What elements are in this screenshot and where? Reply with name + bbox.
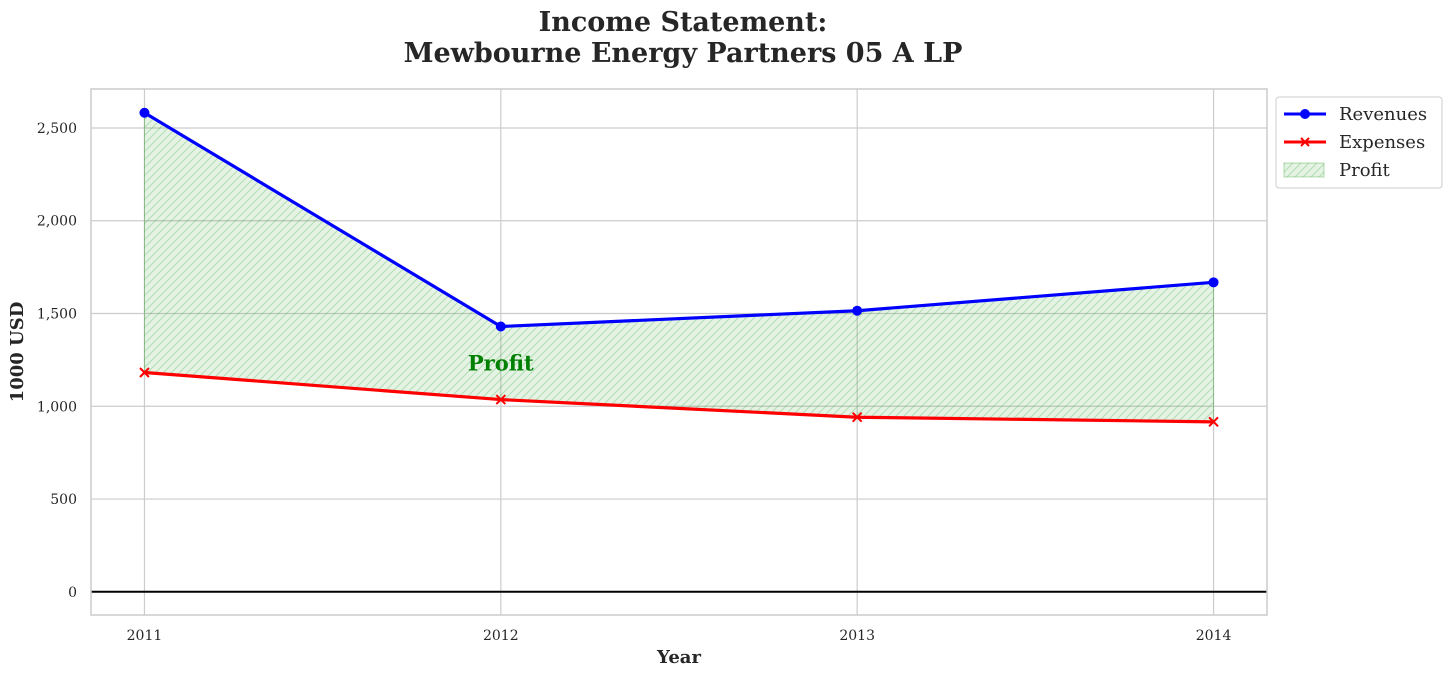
expenses-point <box>495 394 507 405</box>
expenses-line <box>142 370 1216 424</box>
marker-layer <box>139 107 1219 428</box>
y-tick-label: 0 <box>68 585 77 601</box>
x-tick-label: 2011 <box>127 628 163 644</box>
legend-expenses-label: Expenses <box>1339 132 1425 153</box>
x-tick-label: 2012 <box>483 628 519 644</box>
revenues-point <box>495 321 506 332</box>
profit-area <box>143 111 1215 423</box>
revenues-point <box>1208 277 1219 288</box>
legend-entry-profit: Profit <box>1283 160 1391 181</box>
chart-title: Income Statement: <box>539 7 828 38</box>
expenses-point <box>139 367 150 378</box>
expenses-point <box>851 412 863 423</box>
revenues-line <box>142 111 1216 329</box>
profit-fill-layer <box>143 111 1215 423</box>
x-axis-label: Year <box>656 647 701 668</box>
legend-expenses-marker <box>1300 137 1310 147</box>
y-axis-label: 1000 USD <box>7 302 28 403</box>
revenues-point <box>139 107 150 118</box>
legend: Revenues Expenses Profit <box>1275 96 1443 189</box>
legend-profit-swatch <box>1283 162 1325 178</box>
legend-entry-revenues: Revenues <box>1284 104 1427 125</box>
series-layer <box>142 111 1216 424</box>
tick-label-layer: 0 500 1,000 1,500 2,000 2,500 2011 2012 2013 2014 <box>37 121 1232 644</box>
plot-frame-layer <box>90 88 1268 616</box>
y-tick-label: 2,000 <box>37 214 77 230</box>
y-tick-label: 500 <box>50 492 77 508</box>
plot-frame <box>90 88 1268 616</box>
y-tick-label: 2,500 <box>37 121 77 137</box>
chart-subtitle: Mewbourne Energy Partners 05 A LP <box>404 38 963 69</box>
legend-entry-expenses: Expenses <box>1284 132 1425 153</box>
y-tick-label: 1,000 <box>37 399 77 415</box>
profit-annotation: Profit <box>468 351 534 376</box>
revenues-point <box>852 305 863 316</box>
expenses-point <box>1208 416 1219 428</box>
x-tick-label: 2013 <box>839 628 875 644</box>
legend-revenues-label: Revenues <box>1339 104 1427 125</box>
y-tick-label: 1,500 <box>37 307 77 323</box>
legend-profit-label: Profit <box>1339 160 1391 181</box>
x-tick-label: 2014 <box>1196 628 1232 644</box>
legend-revenues-marker <box>1300 109 1310 119</box>
